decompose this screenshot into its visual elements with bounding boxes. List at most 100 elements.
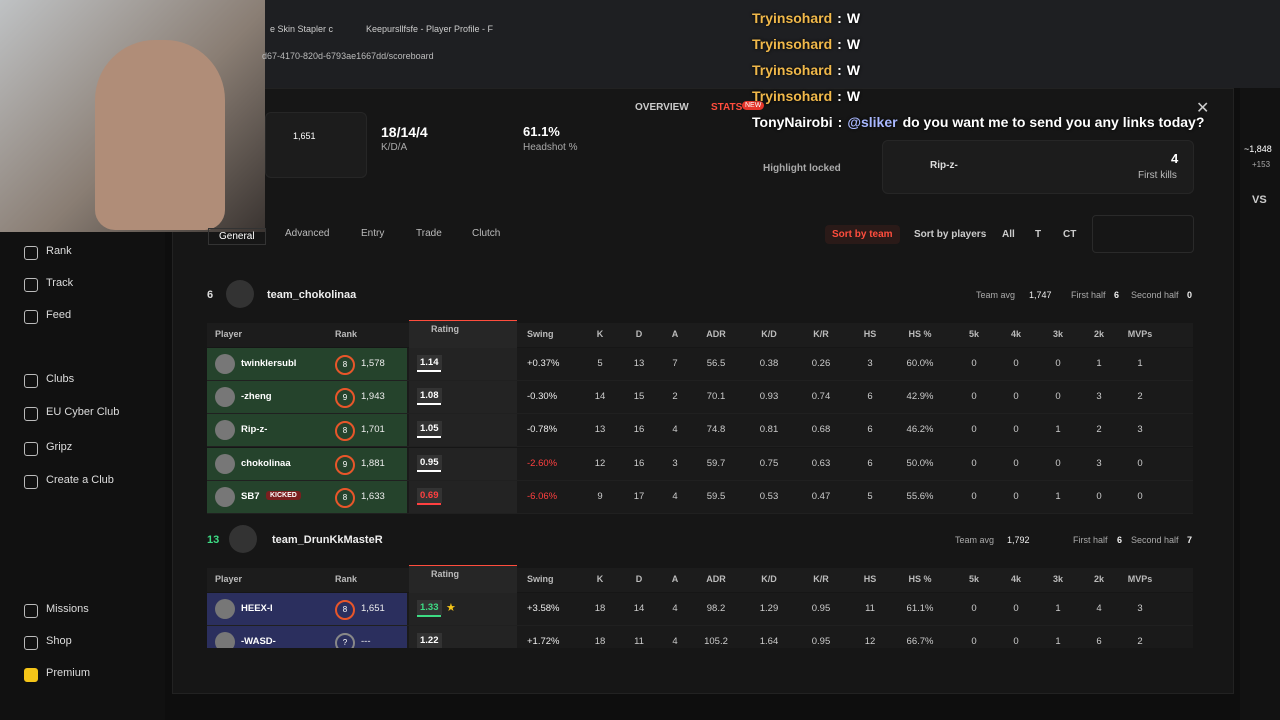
filter-tab[interactable]: Entry bbox=[361, 228, 385, 239]
column-header[interactable]: HS bbox=[863, 574, 877, 584]
column-header[interactable]: Swing bbox=[527, 329, 554, 339]
side-btn[interactable]: T bbox=[1035, 229, 1042, 240]
close[interactable]: ✕ bbox=[1196, 100, 1210, 117]
column-header[interactable]: K/D bbox=[761, 329, 777, 339]
column-header[interactable]: HS bbox=[863, 329, 877, 339]
stat: 0.75 bbox=[759, 457, 779, 469]
column-header[interactable]: D bbox=[635, 329, 643, 339]
nav-item[interactable]: Feed bbox=[46, 309, 72, 321]
nav-item[interactable]: EU Cyber Club bbox=[46, 406, 120, 418]
column-header[interactable]: Rank bbox=[335, 574, 358, 584]
chat-user: TonyNairobi bbox=[752, 114, 833, 130]
nav-item[interactable]: Track bbox=[46, 277, 74, 289]
player-name[interactable]: chokolinaa bbox=[241, 457, 291, 469]
player-cell bbox=[207, 447, 407, 480]
column-header[interactable]: 5k bbox=[968, 329, 980, 339]
nav-item[interactable]: Shop bbox=[46, 635, 72, 647]
column-header[interactable]: Swing bbox=[527, 574, 554, 584]
player-name[interactable]: HEEX-I bbox=[241, 603, 273, 614]
player-name[interactable]: Rip-z- bbox=[241, 424, 268, 436]
sort-btn[interactable]: Sort by players bbox=[914, 229, 987, 240]
filter-tab[interactable]: Trade bbox=[416, 228, 442, 239]
stat: 1 bbox=[1055, 490, 1061, 502]
rating-bar bbox=[417, 403, 441, 406]
view-toggle[interactable] bbox=[1092, 215, 1194, 253]
filter-tab[interactable]: General bbox=[208, 228, 266, 245]
stat: 74.8 bbox=[706, 424, 726, 436]
stat: 98.2 bbox=[706, 603, 726, 614]
stat: 0 bbox=[971, 636, 977, 648]
column-header[interactable]: 2k bbox=[1093, 574, 1105, 584]
column-header[interactable]: A bbox=[671, 574, 679, 584]
rating-head-bg bbox=[409, 320, 517, 348]
fk-value: 4 bbox=[1171, 151, 1179, 166]
filter-tab[interactable]: Advanced bbox=[285, 228, 330, 239]
browser-tab[interactable]: e Skin Stapler c bbox=[270, 24, 334, 34]
player-name[interactable]: -zheng bbox=[241, 391, 272, 403]
side-btn[interactable]: All bbox=[1002, 229, 1015, 240]
hs: 61.1% bbox=[523, 124, 560, 139]
column-header[interactable]: Rank bbox=[335, 329, 358, 339]
chat-message: W bbox=[846, 62, 861, 78]
card bbox=[265, 112, 367, 178]
column-header[interactable]: MVPs bbox=[1127, 574, 1153, 584]
column-header[interactable]: K/R bbox=[813, 329, 829, 339]
column-header[interactable]: D bbox=[635, 574, 643, 584]
stat: 13 bbox=[633, 358, 645, 369]
modal-tab[interactable]: OVERVIEW bbox=[635, 102, 689, 113]
stat: 2 bbox=[1137, 636, 1143, 648]
modal-tab[interactable]: STATS bbox=[711, 102, 743, 113]
nav-item[interactable]: Create a Club bbox=[46, 474, 114, 486]
fk-label: First kills bbox=[1138, 170, 1177, 181]
filter-tab[interactable]: Clutch bbox=[472, 228, 501, 239]
player-name[interactable]: SB7 bbox=[241, 490, 260, 502]
column-header[interactable]: 2k bbox=[1093, 329, 1105, 339]
column-header[interactable]: Player bbox=[215, 329, 243, 339]
column-header[interactable]: A bbox=[671, 329, 679, 339]
nav-item[interactable]: Premium bbox=[46, 667, 91, 679]
column-header[interactable]: HS % bbox=[908, 329, 932, 339]
column-header[interactable]: Rating bbox=[431, 324, 459, 334]
rank-value: 1,701 bbox=[361, 424, 385, 436]
column-header[interactable]: ADR bbox=[706, 329, 726, 339]
rank-badge: 8 bbox=[335, 355, 355, 375]
chat-line: Tryinsohard: W bbox=[752, 88, 865, 104]
player-name[interactable]: twinklersubl bbox=[241, 358, 297, 369]
stat: 1 bbox=[1055, 424, 1061, 436]
side-btn[interactable]: CT bbox=[1063, 229, 1077, 240]
column-header[interactable]: MVPs bbox=[1127, 329, 1153, 339]
nav-item[interactable]: Gripz bbox=[46, 441, 73, 453]
column-header[interactable]: 3k bbox=[1052, 329, 1064, 339]
column-header[interactable]: ADR bbox=[706, 574, 726, 584]
rating-head-bg bbox=[409, 565, 517, 593]
chat-sep: : bbox=[837, 10, 842, 26]
column-header[interactable]: K/R bbox=[813, 574, 829, 584]
column-header[interactable]: K bbox=[596, 574, 604, 584]
team-avatar bbox=[226, 280, 254, 308]
column-header[interactable]: 4k bbox=[1010, 329, 1022, 339]
player-name[interactable]: -WASD- bbox=[241, 636, 276, 648]
column-header[interactable]: 4k bbox=[1010, 574, 1022, 584]
chat-mention: @sliker bbox=[847, 114, 898, 130]
column-header[interactable]: Player bbox=[215, 574, 243, 584]
vs[interactable]: VS bbox=[1252, 194, 1267, 206]
sort-btn[interactable]: Sort by team bbox=[825, 225, 900, 244]
stat: 0.81 bbox=[759, 424, 779, 436]
column-header[interactable]: Rating bbox=[431, 569, 459, 579]
stat: 12 bbox=[594, 457, 606, 469]
stat: 6 bbox=[867, 391, 873, 403]
nav-item[interactable]: Rank bbox=[46, 245, 72, 257]
column-header[interactable]: 5k bbox=[968, 574, 980, 584]
column-header[interactable]: HS % bbox=[908, 574, 932, 584]
column-header[interactable]: K bbox=[596, 329, 604, 339]
stat: 0.53 bbox=[759, 490, 779, 502]
nav-item[interactable]: Missions bbox=[46, 603, 89, 615]
team-avg: 1,792 bbox=[1007, 535, 1030, 545]
url-bar[interactable]: d67-4170-820d-6793ae1667dd/scoreboard bbox=[262, 51, 434, 61]
stat: 0 bbox=[971, 457, 977, 469]
rank-badge: 8 bbox=[335, 421, 355, 442]
column-header[interactable]: K/D bbox=[761, 574, 777, 584]
column-header[interactable]: 3k bbox=[1052, 574, 1064, 584]
browser-tab[interactable]: Keepursllfsfe - Player Profile - F bbox=[366, 24, 494, 34]
nav-item[interactable]: Clubs bbox=[46, 373, 75, 385]
